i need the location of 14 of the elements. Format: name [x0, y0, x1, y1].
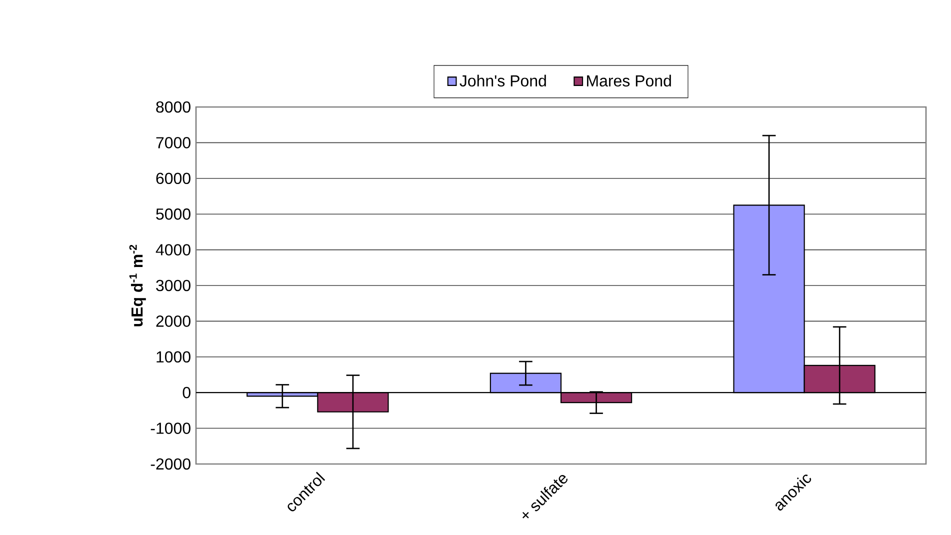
y-tick-label: -2000	[150, 458, 190, 470]
y-tick-label: 5000	[156, 208, 190, 220]
y-tick-label: 7000	[156, 137, 190, 148]
y-tick-label: 1000	[156, 351, 190, 363]
y-tick-label: -1000	[150, 422, 190, 434]
y-tick-label: 3000	[156, 280, 190, 292]
legend-label: John's Pond	[460, 74, 546, 87]
y-tick-label: 2000	[156, 316, 190, 327]
y-tick-label: 6000	[156, 172, 190, 184]
y-tick-label: 0	[182, 386, 190, 398]
text: uEq d$^{-1}$ m$^{-2}$	[129, 244, 146, 326]
y-tick-label: 4000	[156, 244, 190, 256]
legend-label: Mares Pond	[587, 74, 671, 87]
y-tick-label: 8000	[156, 101, 190, 113]
